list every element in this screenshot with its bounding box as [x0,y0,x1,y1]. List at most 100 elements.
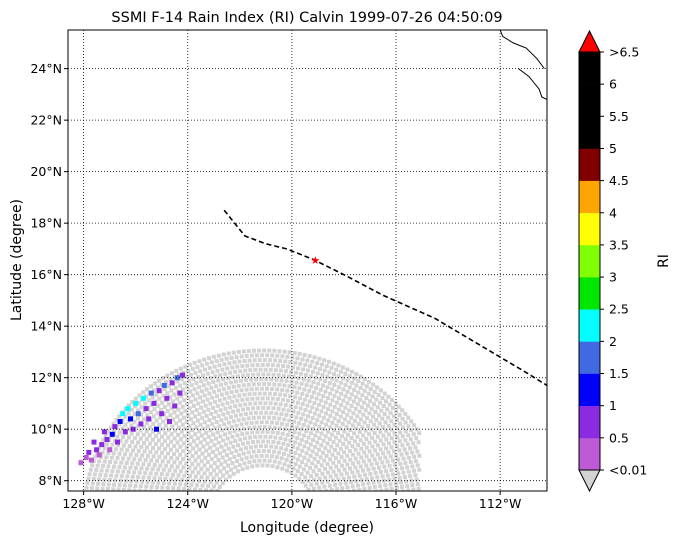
swath-pixel [355,434,360,439]
swath-pixel [285,422,290,427]
swath-pixel [301,377,306,382]
swath-pixel [176,473,181,478]
swath-pixel [339,380,343,385]
swath-pixel [136,440,141,445]
swath-pixel [217,477,222,481]
swath-pixel [274,445,279,450]
swath-pixel [213,399,217,404]
swath-pixel [205,371,210,376]
swath-pixel [277,382,282,387]
swath-pixel [306,378,311,383]
swath-pixel [402,475,407,479]
swath-pixel [352,376,357,381]
swath-pixel [414,459,418,464]
swath-pixel [239,388,244,393]
rain-pixel [167,419,172,424]
x-tick-label: 124°W [167,496,209,511]
swath-pixel [219,357,224,362]
swath-pixel [350,470,355,475]
swath-pixel [308,420,313,425]
swath-pixel [177,373,181,377]
swath-pixel [268,358,272,363]
swath-pixel [298,361,303,366]
swath-pixel [251,449,256,454]
swath-pixel [283,437,288,442]
swath-pixel [313,422,318,427]
swath-pixel [101,482,106,487]
swath-pixel [193,487,197,491]
swath-pixel [294,415,299,420]
swath-pixel [372,390,377,394]
coastline-segment [499,30,545,69]
colorbar-frame [578,51,601,471]
swath-pixel [188,417,193,422]
swath-pixel [247,392,252,397]
swath-pixel [230,399,235,404]
swath-pixel [196,375,201,380]
swath-pixel [226,376,230,381]
swath-pixel [394,453,399,458]
swath-pixel [415,482,420,487]
swath-pixel [270,387,275,391]
swath-pixel [375,434,380,439]
swath-pixel [157,446,161,451]
swath-pixel [363,472,367,477]
swath-pixel [401,456,406,461]
x-tick-label: 116°W [375,496,417,511]
swath-pixel [328,465,333,470]
swath-pixel [192,439,196,444]
swath-pixel [287,418,292,423]
swath-pixel [90,463,95,468]
swath-pixel [121,435,126,439]
swath-pixel [300,480,305,484]
swath-pixel [367,486,372,490]
swath-pixel [211,432,216,437]
swath-pixel [178,460,183,465]
swath-pixel [233,379,238,384]
swath-pixel [410,450,415,455]
swath-pixel [268,434,273,439]
swath-pixel [187,449,192,454]
swath-pixel [180,422,185,427]
swath-pixel [206,407,211,412]
swath-pixel [189,399,194,404]
swath-pixel [256,372,261,377]
swath-pixel [277,460,282,465]
swath-pixel [385,473,390,478]
swath-pixel [199,405,204,410]
swath-pixel [361,459,366,464]
swath-pixel [147,441,152,446]
swath-pixel [333,482,338,487]
swath-pixel [190,454,195,459]
swath-pixel [350,452,355,457]
swath-pixel [212,364,217,369]
swath-pixel [163,447,167,452]
swath-pixel [165,485,170,490]
swath-pixel [323,400,328,405]
swath-pixel [281,451,286,456]
swath-pixel [305,403,310,408]
swath-pixel [261,405,266,410]
swath-pixel [254,353,259,358]
swath-pixel [157,430,162,435]
swath-pixel [250,363,255,368]
swath-pixel [221,473,226,478]
swath-pixel [212,461,217,466]
swath-pixel [153,434,158,439]
track-line [223,209,547,387]
swath-pixel [353,406,358,411]
y-tick-label: 20°N [30,164,62,179]
swath-pixel [334,389,339,394]
swath-pixel [343,383,348,387]
swath-pixel [184,374,189,379]
swath-pixel [396,471,401,476]
swath-pixel [326,407,331,412]
swath-pixel [381,442,386,447]
swath-pixel [279,378,284,383]
swath-pixel [238,403,243,408]
swath-pixel [382,412,387,416]
swath-pixel [222,422,227,427]
swath-pixel [405,442,410,447]
swath-pixel [169,432,174,437]
swath-pixel [226,463,231,468]
